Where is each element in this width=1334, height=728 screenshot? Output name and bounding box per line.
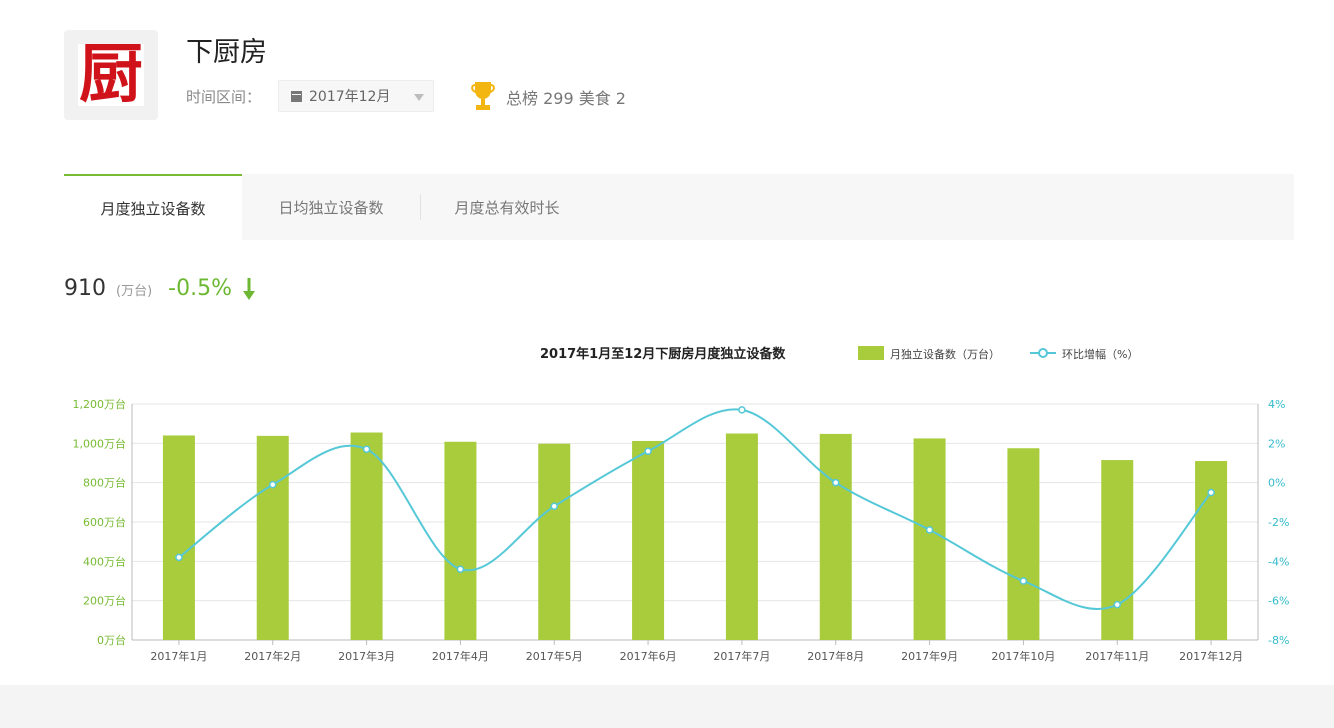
y-left-tick-label: 800万台 [83,476,126,490]
bar [725,433,758,640]
tab-monthly-duration[interactable]: 月度总有效时长 [454,198,560,217]
calendar-icon [291,90,302,102]
bar [256,435,289,640]
y-left-tick-label: 400万台 [83,554,126,568]
x-tick-label: 2017年11月 [1085,649,1149,663]
bar [350,432,383,640]
y-left-tick-label: 1,000万台 [73,436,127,450]
x-tick-label: 2017年7月 [713,649,770,663]
bar [162,435,195,640]
chart-axes: 0万台 -8% 200万台 -6% 400万台 -4% 600万台 -2% 800万台 0% 1,0… [73,397,1290,663]
legend-bar-swatch [858,346,884,360]
x-tick-label: 2017年4月 [432,649,489,663]
kpi-summary: 910 (万台) -0.5% [64,276,256,301]
trophy-icon [471,82,495,110]
line-point [269,480,277,489]
x-tick-label: 2017年6月 [620,649,677,663]
chart-bars [162,432,1228,640]
line-point [1019,577,1028,585]
line-point [925,526,934,534]
x-tick-label: 2017年12月 [1179,649,1243,663]
bar [819,433,852,640]
bar [913,438,946,640]
bar [1101,460,1134,640]
y-left-tick-label: 1,200万台 [73,397,127,411]
arrow-down-icon [243,277,255,300]
chart-line [175,406,1215,610]
y-left-tick-label: 600万台 [83,515,126,529]
y-right-tick-label: 4% [1268,398,1285,411]
series-line [178,408,1212,610]
x-tick-label: 2017年1月 [150,649,207,663]
y-left-tick-label: 0万台 [97,633,126,647]
line-point [1113,600,1121,609]
line-point [644,447,652,455]
x-tick-label: 2017年5月 [526,649,583,663]
kpi-value: 910 [64,276,106,301]
bar [538,443,571,640]
app-logo-char: 厨 [79,38,143,112]
app-logo: 厨 [64,30,158,120]
line-point [550,502,558,511]
date-select-value: 2017年12月 [309,89,391,105]
app-logo-inner: 厨 [78,38,144,112]
tab-divider [420,194,421,220]
bar [1007,448,1040,640]
bar [1195,461,1228,640]
tab-daily-devices[interactable]: 日均独立设备数 [278,198,384,217]
line-point [175,553,183,562]
chart-title: 2017年1月至12月下厨房月度独立设备数 [540,346,786,362]
kpi-change: -0.5% [168,276,232,301]
y-right-tick-label: -2% [1268,516,1289,529]
legend-line-marker [1038,348,1048,358]
time-range-label: 时间区间： [186,88,262,106]
x-tick-label: 2017年9月 [901,649,958,663]
y-right-tick-label: -4% [1268,555,1289,568]
chart-grid [132,403,1258,641]
bar [444,441,477,640]
line-point [738,406,746,414]
line-point [456,565,465,573]
y-left-tick-label: 200万台 [83,594,126,608]
y-right-tick-label: -8% [1268,634,1289,647]
date-select[interactable]: 2017年12月 [278,80,434,112]
rank-text: 总榜 299 美食 2 [506,89,626,108]
chevron-down-icon[interactable] [414,94,424,101]
tab-bar: 月度独立设备数 日均独立设备数 月度总有效时长 [64,174,1294,240]
x-tick-label: 2017年10月 [991,649,1055,663]
y-right-tick-label: -6% [1268,595,1289,608]
x-tick-label: 2017年8月 [807,649,864,663]
line-point [1207,488,1215,497]
bar [632,440,665,640]
x-tick-label: 2017年2月 [244,649,301,663]
line-point [362,445,371,453]
y-right-tick-label: 2% [1268,437,1285,450]
kpi-unit: (万台) [116,284,153,299]
app-name: 下厨房 [186,37,267,68]
chart: 2017年1月至12月下厨房月度独立设备数 月独立设备数（万台） 环比增幅（%）… [73,346,1290,663]
x-tick-label: 2017年3月 [338,649,395,663]
tab-monthly-devices[interactable]: 月度独立设备数 [64,174,242,240]
chart-legend: 月独立设备数（万台） 环比增幅（%） [858,346,1138,361]
y-right-tick-label: 0% [1268,477,1285,490]
line-point [832,478,840,487]
legend-bar-label: 月独立设备数（万台） [890,347,1000,361]
legend-line-label: 环比增幅（%） [1062,347,1138,361]
page-footer [0,685,1334,728]
